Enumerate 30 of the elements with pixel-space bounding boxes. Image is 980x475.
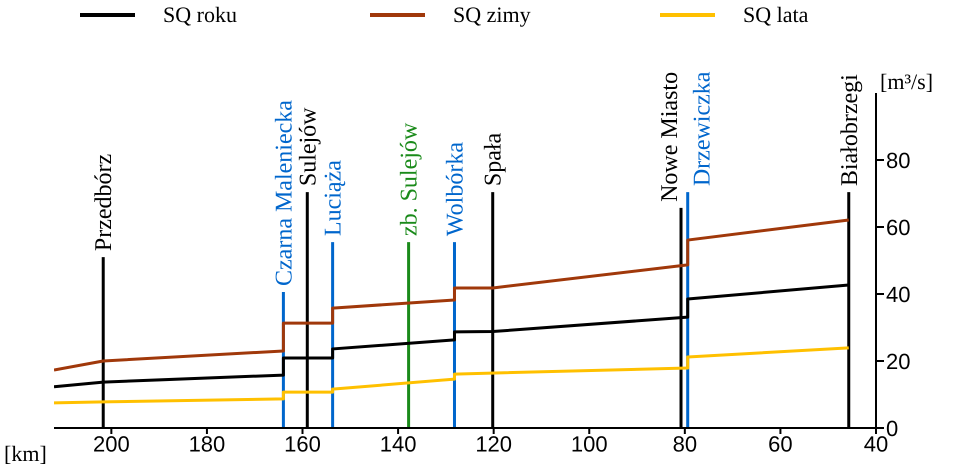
ref-line-label: Nowe Miasto (657, 72, 684, 202)
x-tick-label: 80 (672, 432, 698, 457)
y-tick-label: 20 (886, 348, 910, 374)
ref-line-label: Przedbórz (91, 154, 118, 252)
ref-line-label: Wolbórka (442, 142, 468, 236)
x-tick-label: 140 (380, 432, 416, 457)
ref-line-label: Białobrzegi (836, 74, 863, 186)
legend-label: SQ roku (163, 2, 237, 28)
legend-label: SQ lata (743, 2, 808, 28)
legend-label: SQ zimy (453, 2, 531, 28)
y-tick-label: 60 (886, 214, 910, 240)
line-series (54, 346, 850, 404)
y-axis-title: [m³/s] (880, 69, 934, 94)
x-tick-label: 40 (864, 432, 888, 457)
x-tick-label: 200 (92, 432, 130, 457)
x-tick-label: 100 (570, 432, 608, 457)
ref-line-label: Spała (480, 132, 507, 186)
y-tick-label: 0 (886, 416, 898, 441)
ref-line-label: Luciąża (320, 160, 347, 236)
x-tick-label: 180 (188, 432, 226, 457)
x-tick-label: 120 (475, 432, 512, 457)
x-axis-title: [km] (4, 441, 47, 466)
ref-line-label: Drzewiczka (690, 71, 716, 186)
ref-line-label: Sulejów (295, 106, 322, 186)
y-tick-label: 40 (886, 282, 910, 307)
y-tick-label: 80 (886, 148, 910, 173)
x-tick-label: 160 (284, 432, 321, 457)
x-tick-label: 60 (768, 432, 793, 457)
ref-line-label: Czarna Maleniecka (271, 100, 298, 286)
ref-line-label: zb. Sulejów (396, 122, 423, 236)
